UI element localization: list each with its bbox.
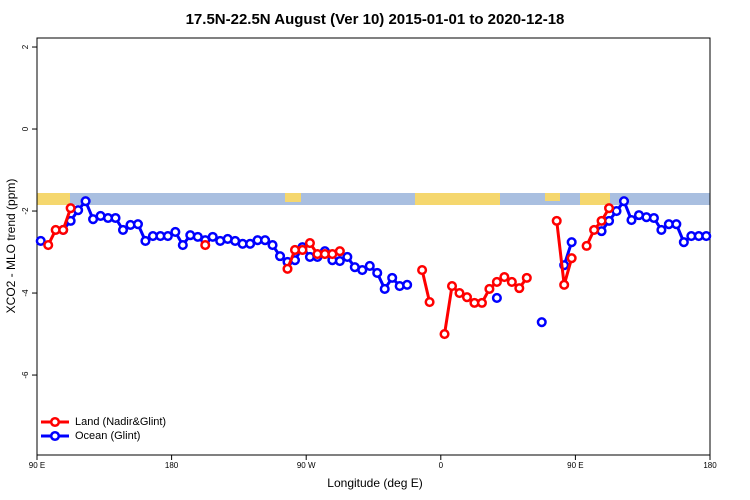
data-point [499,271,510,283]
data-point [671,219,682,230]
data-point [207,231,218,242]
data-point [506,276,517,288]
data-point [454,287,465,299]
y-tick-label: -4 [21,289,30,297]
data-point [58,224,69,235]
x-tick-label: 0 [439,461,444,470]
chart-title: 17.5N-22.5N August (Ver 10) 2015-01-01 t… [186,11,565,28]
x-tick-label: 90 E [29,461,45,470]
data-point [491,292,502,304]
data-point [648,212,659,224]
y-tick-label: 0 [21,126,30,131]
y-axis-label: XCO2 - MLO trend (ppm) [4,179,18,314]
data-point [424,297,435,308]
data-point [536,317,547,328]
data-point [372,267,383,278]
data-point [334,256,345,267]
y-tick-label: -2 [21,207,30,215]
data-point [110,212,121,224]
data-point [604,203,615,214]
data-point [43,240,54,251]
data-point [132,219,143,230]
data-point [656,224,667,235]
data-point [701,230,712,242]
data-point [162,230,173,242]
x-tick-label: 180 [703,461,717,470]
data-point [559,279,570,290]
data-point [334,246,345,257]
data-point [476,297,487,308]
data-point [678,237,689,248]
data-point [514,283,525,294]
data-point [357,265,368,276]
x-tick-label: 90 E [567,461,583,470]
data-point [364,260,375,272]
y-tick-label: 2 [21,44,30,49]
data-point [484,283,495,294]
data-point [35,235,46,247]
data-point [461,292,473,303]
data-point [342,251,353,263]
data-point [177,240,188,251]
data-point [596,215,607,226]
data-point [589,224,600,235]
data-point [117,224,129,235]
data-point [566,237,577,248]
series-line [62,198,707,292]
x-tick-label: 90 W [297,461,316,470]
legend-marker [49,416,61,428]
data-point [402,279,413,290]
x-axis-label: Longitude (deg E) [327,476,422,490]
data-point [379,283,390,294]
data-point [618,196,630,207]
data-point [274,251,286,262]
map-strip [37,193,710,205]
data-point [282,263,293,274]
data-point [566,253,577,264]
data-point [80,196,91,207]
data-point [551,215,562,226]
y-tick-label: -6 [21,371,30,379]
data-point [626,215,637,226]
data-point [267,240,278,251]
data-point [387,272,398,283]
data-point [581,240,592,251]
data-point [245,238,256,249]
data-point [297,244,308,256]
legend-label: Land (Nadir&Glint) [75,416,166,428]
data-point [140,235,151,247]
data-point [65,203,76,214]
data-point [260,235,271,246]
data-point [491,276,502,288]
x-tick-label: 180 [165,461,179,470]
data-point [439,328,450,340]
data-point [446,281,458,292]
legend-marker [49,430,61,442]
data-point [304,237,315,249]
data-point [417,265,428,276]
data-point [521,272,532,283]
plot-frame [36,37,711,456]
data-point [200,240,211,251]
data-point [170,226,181,237]
legend-label: Ocean (Glint) [75,430,140,442]
